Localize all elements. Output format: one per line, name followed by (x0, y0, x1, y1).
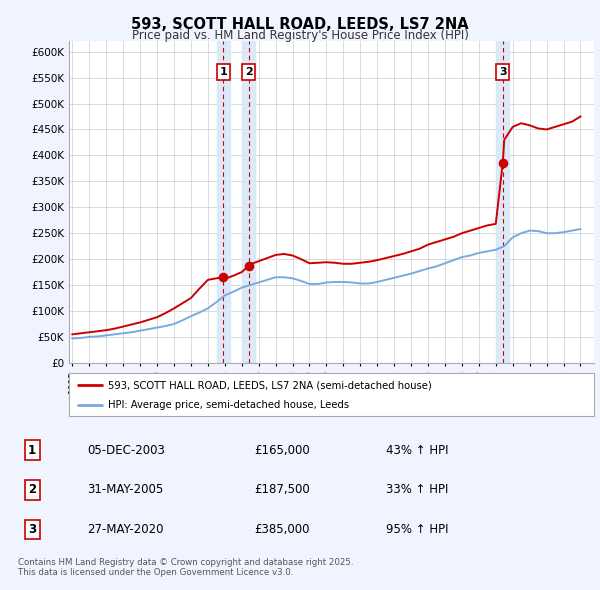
Text: Contains HM Land Registry data © Crown copyright and database right 2025.
This d: Contains HM Land Registry data © Crown c… (18, 558, 353, 577)
Text: 31-MAY-2005: 31-MAY-2005 (87, 483, 163, 496)
Bar (242, 41, 256, 363)
Text: 2: 2 (28, 483, 36, 496)
Point (498, 159, 508, 168)
Text: 593, SCOTT HALL ROAD, LEEDS, LS7 2NA (semi-detached house): 593, SCOTT HALL ROAD, LEEDS, LS7 2NA (se… (109, 381, 432, 391)
Bar (496, 41, 509, 363)
Text: 43% ↑ HPI: 43% ↑ HPI (386, 444, 449, 457)
Text: 2: 2 (245, 67, 253, 77)
Text: 3: 3 (28, 523, 36, 536)
Text: 05-DEC-2003: 05-DEC-2003 (87, 444, 165, 457)
Text: 593, SCOTT HALL ROAD, LEEDS, LS7 2NA: 593, SCOTT HALL ROAD, LEEDS, LS7 2NA (131, 17, 469, 31)
Text: £187,500: £187,500 (254, 483, 310, 496)
Bar (217, 41, 230, 363)
Point (218, 273, 228, 282)
Text: 95% ↑ HPI: 95% ↑ HPI (386, 523, 449, 536)
Text: HPI: Average price, semi-detached house, Leeds: HPI: Average price, semi-detached house,… (109, 401, 349, 410)
Point (244, 261, 253, 270)
Text: £385,000: £385,000 (254, 523, 310, 536)
Text: £165,000: £165,000 (254, 444, 310, 457)
Text: 33% ↑ HPI: 33% ↑ HPI (386, 483, 449, 496)
Text: 1: 1 (28, 444, 36, 457)
Text: 1: 1 (220, 67, 227, 77)
Text: 27-MAY-2020: 27-MAY-2020 (87, 523, 163, 536)
Text: 3: 3 (499, 67, 506, 77)
Text: Price paid vs. HM Land Registry's House Price Index (HPI): Price paid vs. HM Land Registry's House … (131, 30, 469, 42)
